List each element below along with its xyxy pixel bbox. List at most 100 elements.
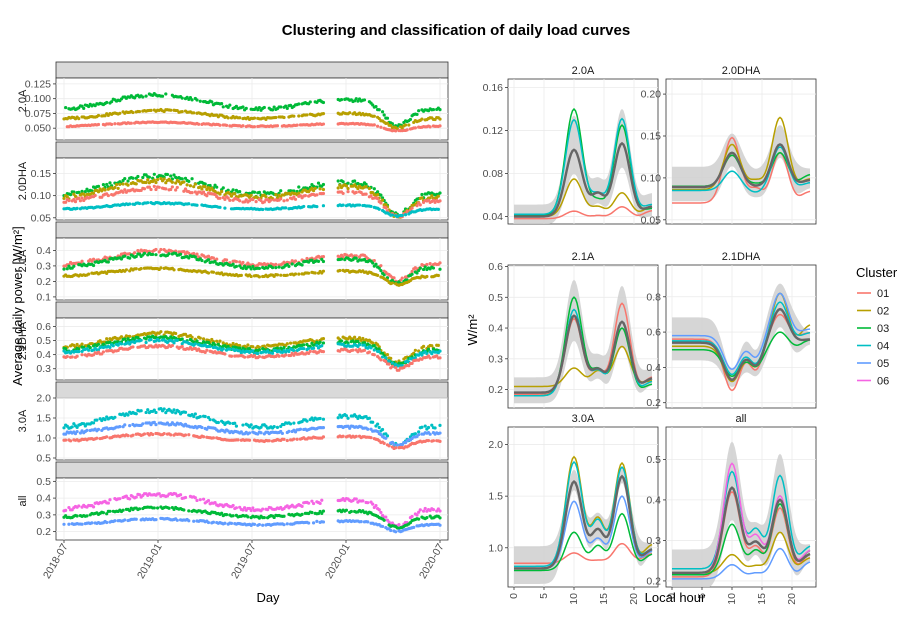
data-point (72, 197, 76, 202)
data-point (282, 514, 286, 518)
data-point (257, 105, 261, 110)
data-point (249, 508, 253, 513)
facet-strip (55, 141, 449, 159)
series-line-cluster-01 (514, 542, 653, 565)
mean-line (672, 143, 811, 189)
data-point (377, 508, 381, 512)
y-tick-label: 0.3 (488, 353, 503, 365)
data-point (336, 416, 340, 420)
data-point (418, 508, 422, 512)
data-point (298, 427, 303, 431)
data-point (380, 198, 385, 202)
data-point (182, 180, 186, 184)
data-point (78, 199, 83, 203)
data-point (223, 206, 227, 210)
data-point (64, 438, 68, 442)
data-point (344, 414, 349, 418)
data-point (62, 426, 66, 430)
data-point (142, 187, 147, 191)
mean-line (514, 141, 653, 218)
y-tick-label: 0.5 (36, 476, 51, 488)
data-point (218, 346, 222, 350)
data-point (438, 124, 442, 128)
data-point (288, 341, 293, 345)
data-point (146, 408, 150, 412)
data-point (142, 251, 147, 255)
data-point (251, 197, 255, 202)
data-point (190, 335, 194, 339)
data-point (438, 523, 442, 527)
x-tick-label: 5 (696, 593, 708, 599)
y-tick-label: 0.4 (646, 494, 661, 506)
y-tick-label: 0.10 (31, 190, 52, 202)
data-point (338, 413, 342, 417)
data-point (136, 249, 140, 253)
data-point (228, 103, 232, 107)
data-point (162, 177, 166, 181)
data-point (64, 105, 68, 110)
data-point (144, 410, 148, 415)
data-point (321, 254, 326, 259)
data-point (259, 198, 263, 203)
data-point (394, 129, 398, 133)
data-point (226, 116, 230, 120)
legend-item-05: 05 (857, 358, 889, 370)
data-point (75, 425, 79, 430)
data-point (70, 425, 74, 429)
data-point (203, 414, 207, 419)
data-point (241, 105, 245, 109)
y-tick-label: 1.0 (488, 542, 503, 554)
data-point (384, 436, 388, 440)
y-tick-label: 0.5 (646, 454, 661, 466)
data-point (262, 105, 266, 110)
data-point (436, 343, 440, 348)
data-point (238, 189, 242, 194)
data-point (183, 176, 188, 180)
data-point (261, 507, 265, 511)
x-tick-label: 2019-01 (135, 541, 165, 581)
data-point (379, 125, 383, 129)
hourly-facet-label: 2.1A (572, 251, 595, 263)
data-point (261, 207, 265, 212)
data-point (87, 348, 91, 352)
daily-facet-3-0A: 3.0A 2.0 1.5 1.0 0.5 (17, 381, 449, 465)
data-point (85, 428, 89, 432)
data-point (137, 201, 142, 206)
x-tick-label: 15 (598, 593, 610, 605)
data-point (321, 204, 326, 208)
x-tick-label: 2018-07 (41, 541, 71, 581)
data-point (292, 437, 296, 441)
y-tick-label: 0.1 (36, 291, 51, 303)
legend-item-label: 03 (877, 323, 889, 335)
data-point (75, 354, 79, 358)
data-point (274, 193, 278, 197)
data-point (154, 247, 158, 252)
data-point (394, 366, 398, 370)
data-point (385, 353, 390, 357)
data-point (297, 102, 301, 106)
data-point (134, 267, 138, 271)
data-point (215, 185, 219, 189)
data-point (220, 101, 224, 106)
data-point (320, 344, 324, 348)
data-point (123, 188, 127, 192)
data-point (313, 186, 317, 191)
data-point (382, 518, 386, 522)
daily-facet-label: 2.0A (17, 89, 29, 112)
series-line-cluster-04 (672, 301, 811, 376)
data-point (170, 185, 174, 189)
daily-facet-label: 3.0A (17, 409, 29, 432)
data-point (187, 433, 191, 437)
data-point (67, 522, 71, 526)
data-point (265, 508, 270, 512)
data-point (190, 98, 194, 102)
y-tick-label: 1.5 (488, 491, 503, 503)
data-point (377, 108, 381, 112)
data-point (438, 117, 442, 121)
series-cluster-06 (62, 491, 442, 529)
y-tick-label: 0.5 (488, 292, 503, 304)
data-point (175, 518, 179, 522)
hourly-facet-label: all (735, 413, 746, 425)
y-tick-label: 0.5 (36, 335, 51, 347)
data-point (154, 180, 158, 185)
